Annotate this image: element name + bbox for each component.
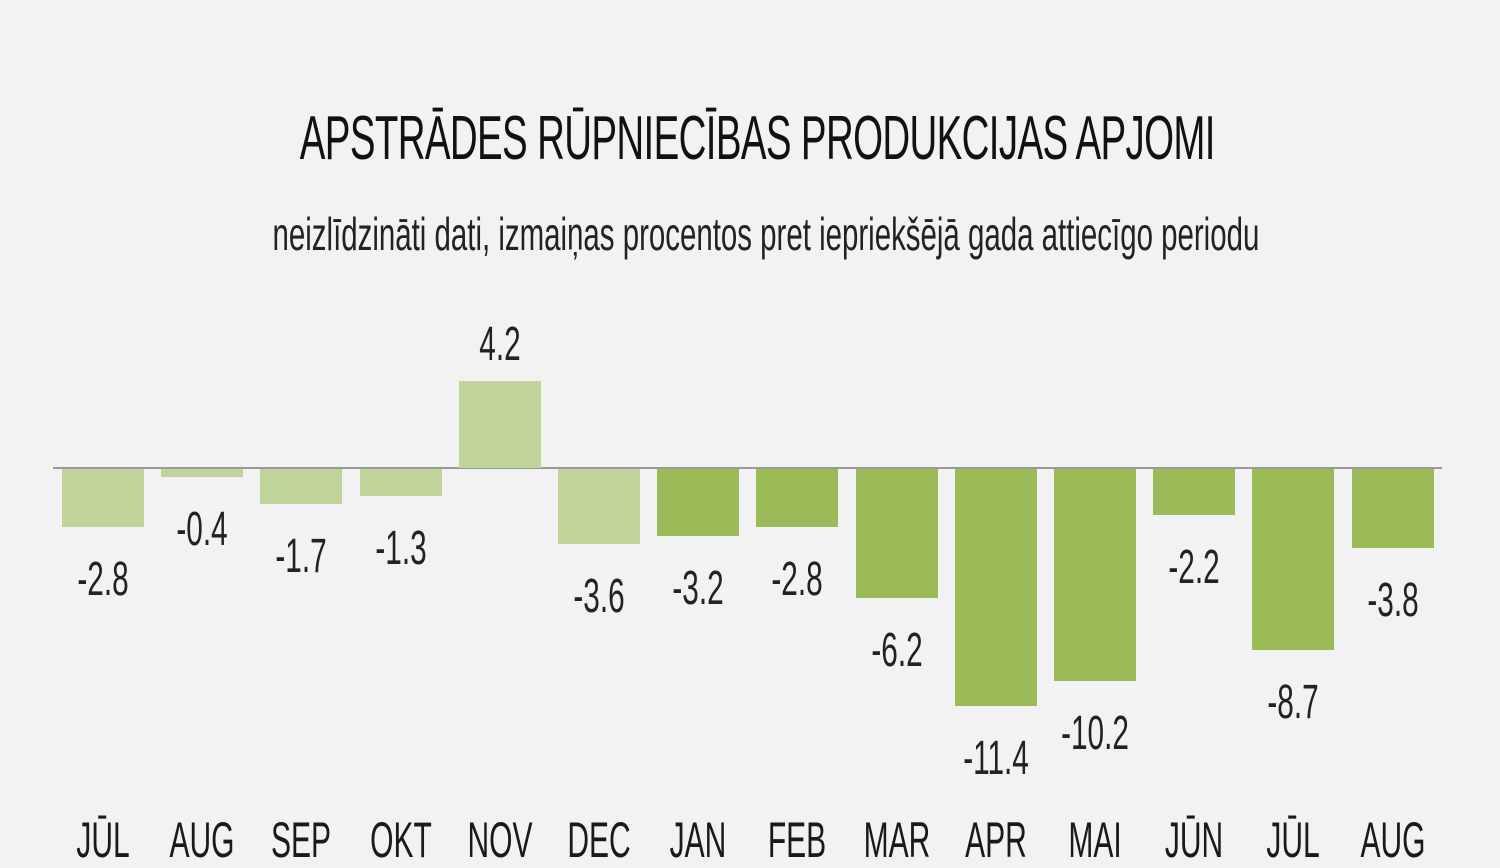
- bar-4: [458, 380, 541, 468]
- category-label: JAN: [669, 812, 727, 868]
- bar-0: [62, 469, 144, 528]
- category-label: OKT: [369, 812, 432, 868]
- value-label: -3.8: [1366, 574, 1419, 628]
- value-label: -0.4: [176, 503, 228, 557]
- category-label: AUG: [169, 812, 235, 868]
- bar-1: [161, 469, 244, 478]
- value-label: -2.8: [77, 553, 129, 607]
- category-label: MAR: [863, 812, 930, 868]
- bar-3: [359, 469, 442, 497]
- value-label: -3.6: [573, 569, 625, 623]
- bar-6: [657, 469, 740, 536]
- value-label: -1.3: [374, 522, 427, 576]
- category-label: MAI: [1068, 812, 1122, 868]
- bar-11: [1153, 469, 1236, 515]
- value-label: -10.2: [1061, 707, 1129, 761]
- category-label: FEB: [768, 812, 827, 868]
- value-label: -3.2: [672, 561, 724, 615]
- category-label: DEC: [567, 812, 631, 868]
- value-label: -6.2: [870, 623, 923, 677]
- bar-5: [558, 469, 640, 544]
- value-label: -1.7: [275, 530, 328, 584]
- bar-2: [260, 469, 343, 505]
- value-label: -8.7: [1267, 675, 1320, 729]
- bar-12: [1252, 469, 1335, 650]
- bar-13: [1351, 469, 1434, 549]
- value-label: -2.2: [1168, 540, 1220, 594]
- zero-baseline: [53, 467, 1442, 469]
- category-label: JŪL: [1266, 812, 1321, 868]
- category-label: AUG: [1360, 812, 1426, 868]
- bar-10: [1054, 469, 1136, 682]
- category-label: JŪN: [1165, 812, 1224, 868]
- category-label: NOV: [467, 812, 533, 868]
- category-label: APR: [964, 812, 1027, 868]
- bar-8: [855, 469, 938, 598]
- chart-title: APSTRĀDES RŪPNIECĪBAS PRODUKCIJAS APJOMI: [299, 104, 1216, 173]
- value-label: -11.4: [962, 732, 1029, 786]
- chart-subtitle: neizlīdzināti dati, izmaiņas procentos p…: [272, 208, 1260, 260]
- bar-9: [954, 469, 1037, 707]
- category-label: SEP: [271, 812, 332, 868]
- bar-7: [756, 469, 839, 528]
- value-label: -2.8: [771, 553, 824, 607]
- category-label: JŪL: [76, 812, 130, 868]
- value-label: 4.2: [479, 317, 521, 371]
